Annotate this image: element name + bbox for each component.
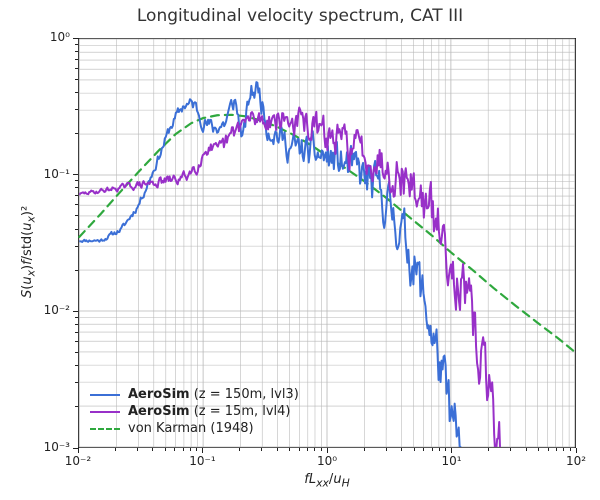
y-axis-label: S(ux)f/std(ux)² [20, 206, 38, 298]
y-minor-tick [75, 44, 78, 45]
y-minor-tick [75, 365, 78, 366]
y-minor-tick [75, 59, 78, 60]
y-minor-tick [75, 246, 78, 247]
legend: AeroSim (z = 150m, lvl3) AeroSim (z = 15m… [82, 379, 307, 442]
x-major-tick [202, 448, 203, 453]
y-tick-label: 10⁰ [50, 30, 70, 44]
x-minor-tick [526, 448, 527, 451]
y-minor-tick [75, 317, 78, 318]
x-minor-tick [510, 448, 511, 451]
x-minor-tick [299, 448, 300, 451]
x-minor-tick [174, 448, 175, 451]
x-minor-tick [261, 448, 262, 451]
y-minor-tick [75, 180, 78, 181]
y-tick-label: 10⁻³ [44, 440, 70, 454]
legend-row: AeroSim (z = 150m, lvl3) [90, 387, 299, 402]
y-minor-tick [75, 341, 78, 342]
x-minor-tick [152, 448, 153, 451]
x-minor-tick [137, 448, 138, 451]
x-minor-tick [445, 448, 446, 451]
x-tick-label: 10⁻¹ [185, 454, 221, 468]
x-minor-tick [183, 448, 184, 451]
y-minor-tick [75, 187, 78, 188]
title-text: Longitudinal velocity spectrum, CAT III [137, 6, 463, 26]
x-minor-tick [414, 448, 415, 451]
y-minor-tick [75, 68, 78, 69]
x-major-tick [576, 448, 577, 453]
x-tick-label: 10⁰ [309, 454, 345, 468]
y-minor-tick [75, 352, 78, 353]
x-tick-label: 10⁻² [60, 454, 96, 468]
x-minor-tick [386, 448, 387, 451]
x-minor-tick [488, 448, 489, 451]
y-minor-tick [75, 79, 78, 80]
x-minor-tick [165, 448, 166, 451]
x-minor-tick [432, 448, 433, 451]
y-minor-tick [75, 229, 78, 230]
y-minor-tick [75, 406, 78, 407]
y-major-tick [73, 311, 78, 312]
y-minor-tick [75, 324, 78, 325]
y-major-tick [73, 448, 78, 449]
figure-frame: Longitudinal velocity spectrum, CAT III … [0, 0, 600, 500]
legend-row: AeroSim (z = 15m, lvl4) [90, 404, 299, 419]
x-tick-label: 10¹ [434, 454, 470, 468]
y-minor-tick [75, 109, 78, 110]
x-minor-tick [239, 448, 240, 451]
y-major-tick [73, 174, 78, 175]
x-minor-tick [190, 448, 191, 451]
chart-title: Longitudinal velocity spectrum, CAT III [0, 6, 600, 26]
x-minor-tick [563, 448, 564, 451]
x-major-tick [327, 448, 328, 453]
x-minor-tick [277, 448, 278, 451]
x-minor-tick [548, 448, 549, 451]
y-minor-tick [75, 270, 78, 271]
legend-swatch [90, 394, 120, 396]
x-minor-tick [423, 448, 424, 451]
x-minor-tick [321, 448, 322, 451]
y-minor-tick [75, 332, 78, 333]
legend-swatch [90, 428, 120, 430]
legend-label: AeroSim (z = 150m, lvl3) [128, 387, 299, 402]
y-minor-tick [75, 92, 78, 93]
y-minor-tick [75, 215, 78, 216]
x-axis-label: fLxx/uH [78, 472, 576, 490]
y-tick-label: 10⁻² [44, 303, 70, 317]
x-minor-tick [538, 448, 539, 451]
x-minor-tick [289, 448, 290, 451]
x-minor-tick [401, 448, 402, 451]
legend-label: AeroSim (z = 15m, lvl4) [128, 404, 291, 419]
legend-swatch [90, 411, 120, 413]
y-minor-tick [75, 133, 78, 134]
y-major-tick [73, 38, 78, 39]
y-minor-tick [75, 195, 78, 196]
x-minor-tick [196, 448, 197, 451]
x-minor-tick [439, 448, 440, 451]
x-minor-tick [556, 448, 557, 451]
legend-row: von Karman (1948) [90, 421, 299, 436]
x-minor-tick [570, 448, 571, 451]
y-minor-tick [75, 382, 78, 383]
x-minor-tick [307, 448, 308, 451]
x-major-tick [451, 448, 452, 453]
x-minor-tick [115, 448, 116, 451]
x-tick-label: 10² [558, 454, 594, 468]
x-minor-tick [364, 448, 365, 451]
y-tick-label: 10⁻¹ [44, 167, 70, 181]
x-minor-tick [314, 448, 315, 451]
x-major-tick [78, 448, 79, 453]
y-minor-tick [75, 51, 78, 52]
y-minor-tick [75, 204, 78, 205]
legend-label: von Karman (1948) [128, 421, 254, 436]
